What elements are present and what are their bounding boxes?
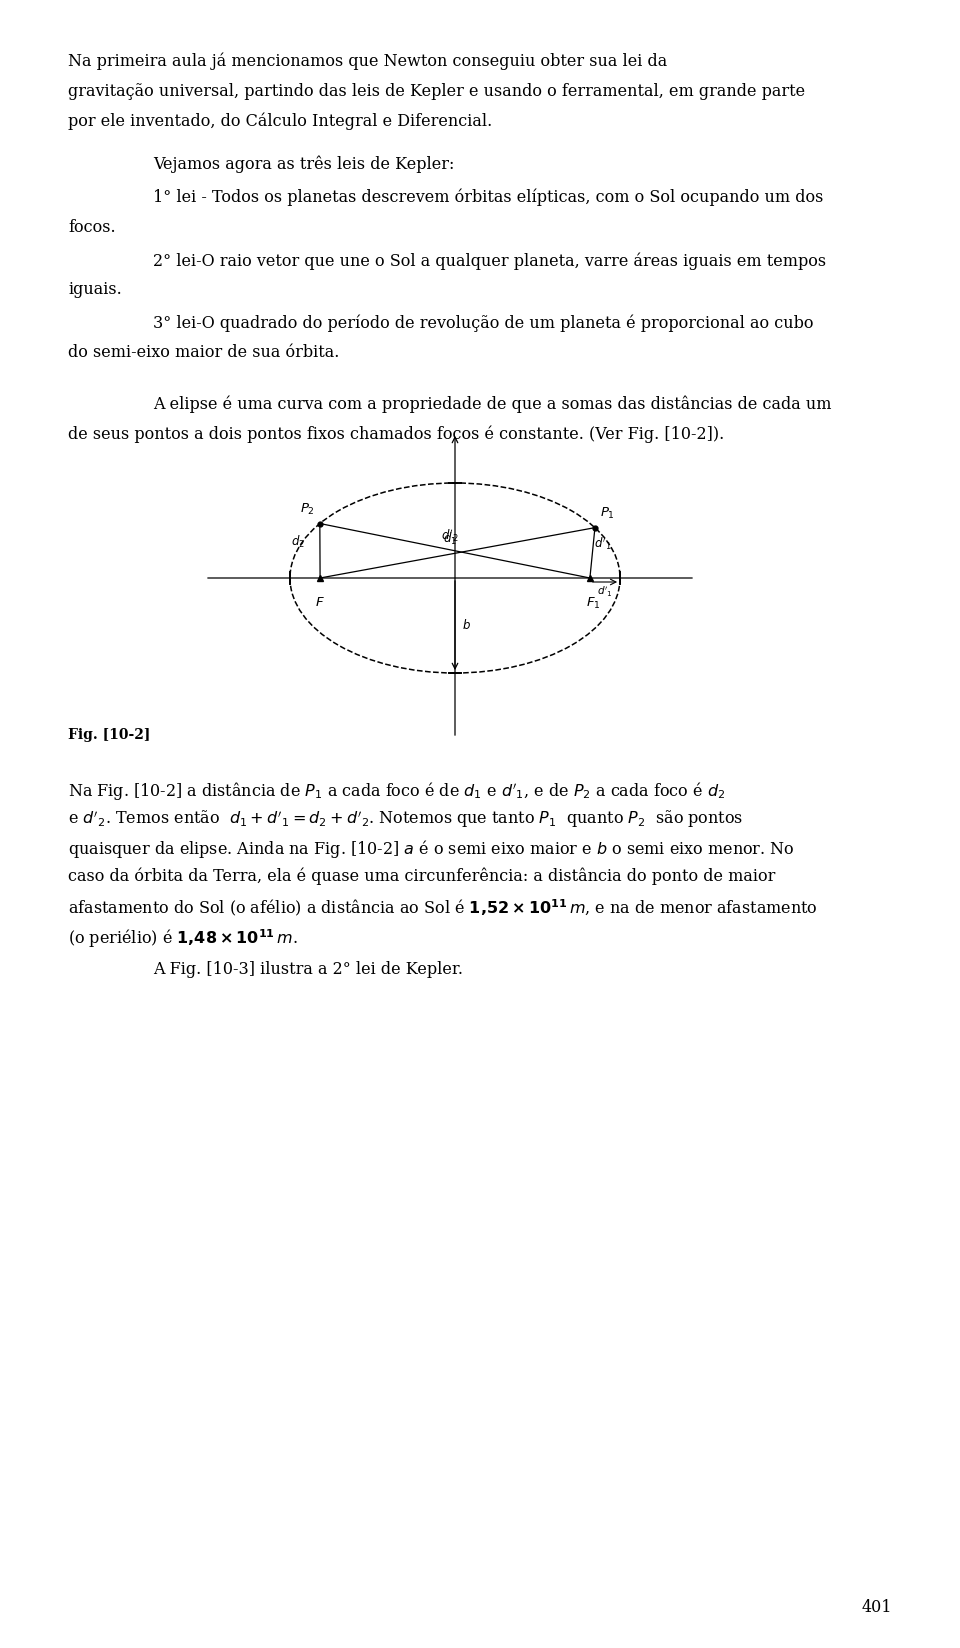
Text: 401: 401 [861, 1599, 892, 1617]
Text: iguais.: iguais. [68, 282, 122, 298]
Text: $d_2$: $d_2$ [291, 534, 305, 550]
Text: de seus pontos a dois pontos fixos chamados focos é constante. (Ver Fig. [10-2]): de seus pontos a dois pontos fixos chama… [68, 425, 724, 443]
Text: afastamento do Sol (o afélio) a distância ao Sol é $\mathbf{1{,}52\times10^{11}}: afastamento do Sol (o afélio) a distânci… [68, 898, 818, 918]
Text: A elipse é uma curva com a propriedade de que a somas das distâncias de cada um: A elipse é uma curva com a propriedade d… [153, 396, 831, 414]
Text: 3° lei-O quadrado do período de revolução de um planeta é proporcional ao cubo: 3° lei-O quadrado do período de revoluçã… [153, 315, 813, 333]
Text: (o periélio) é $\mathbf{1{,}48\times10^{11}}\,m$.: (o periélio) é $\mathbf{1{,}48\times10^{… [68, 926, 298, 949]
Text: Fig. [10-2]: Fig. [10-2] [68, 728, 151, 742]
Text: $P_1$: $P_1$ [600, 506, 615, 521]
Text: e $d'_2$. Temos então  $d_1 + d'_1 = d_2 + d'_2$. Notemos que tanto $P_1$  quant: e $d'_2$. Temos então $d_1 + d'_1 = d_2 … [68, 809, 743, 831]
Text: 2° lei-O raio vetor que une o Sol a qualquer planeta, varre áreas iguais em temp: 2° lei-O raio vetor que une o Sol a qual… [153, 252, 827, 270]
Text: do semi-eixo maior de sua órbita.: do semi-eixo maior de sua órbita. [68, 344, 340, 361]
Text: $F$: $F$ [315, 597, 325, 610]
Text: $P_2$: $P_2$ [300, 501, 315, 516]
Text: $d'_2$: $d'_2$ [441, 527, 459, 544]
Text: focos.: focos. [68, 219, 115, 236]
Text: $d_1$: $d_1$ [443, 531, 457, 547]
Text: caso da órbita da Terra, ela é quase uma circunferência: a distância do ponto de: caso da órbita da Terra, ela é quase uma… [68, 868, 776, 885]
Text: quaisquer da elipse. Ainda na Fig. [10-2] $a$ é o semi eixo maior e $b$ o semi e: quaisquer da elipse. Ainda na Fig. [10-2… [68, 839, 795, 860]
Text: A Fig. [10-3] ilustra a 2° lei de Kepler.: A Fig. [10-3] ilustra a 2° lei de Kepler… [153, 961, 463, 979]
Text: gravitação universal, partindo das leis de Kepler e usando o ferramental, em gra: gravitação universal, partindo das leis … [68, 82, 805, 99]
Text: Na Fig. [10-2] a distância de $P_1$ a cada foco é de $d_1$ e $d'_1$, e de $P_2$ : Na Fig. [10-2] a distância de $P_1$ a ca… [68, 780, 726, 801]
Text: Vejamos agora as três leis de Kepler:: Vejamos agora as três leis de Kepler: [153, 155, 454, 173]
Text: Na primeira aula já mencionamos que Newton conseguiu obter sua lei da: Na primeira aula já mencionamos que Newt… [68, 53, 667, 71]
Text: $b$: $b$ [462, 618, 471, 633]
Text: $d'_1$: $d'_1$ [597, 585, 612, 598]
Text: 1° lei - Todos os planetas descrevem órbitas elípticas, com o Sol ocupando um do: 1° lei - Todos os planetas descrevem órb… [153, 190, 824, 206]
Text: $d'_1$: $d'_1$ [593, 536, 612, 552]
Text: por ele inventado, do Cálculo Integral e Diferencial.: por ele inventado, do Cálculo Integral e… [68, 112, 492, 130]
Text: $F_1$: $F_1$ [586, 597, 600, 611]
